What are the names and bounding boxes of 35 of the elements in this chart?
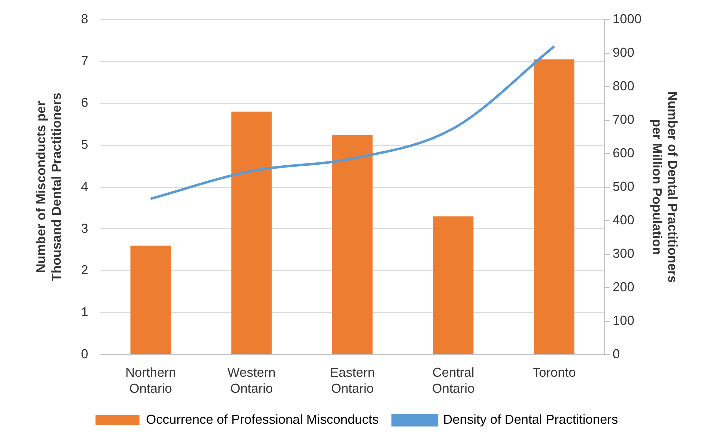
y2-tick-label: 200 xyxy=(612,279,635,294)
y-axis-title: Number of Misconducts per Thousand Dental Practitioners xyxy=(33,93,64,282)
y2-tick-label: 900 xyxy=(612,44,635,60)
y2-tick-label: 600 xyxy=(612,145,635,160)
y-tick-label: 4 xyxy=(81,178,88,194)
y2-tick-label: 700 xyxy=(612,112,635,127)
y-tick-label: 3 xyxy=(81,220,88,236)
bar xyxy=(130,246,172,354)
y2-tick-label: 0 xyxy=(612,346,620,362)
y-tick-label: 2 xyxy=(81,262,88,278)
x-tick-label: Northern Ontario xyxy=(126,365,176,396)
bar xyxy=(433,216,474,354)
x-tick-label: Western Ontario xyxy=(228,365,276,396)
y-tick-label: 1 xyxy=(81,304,88,320)
y-tick-label: 0 xyxy=(81,346,88,362)
y2-tick-label: 400 xyxy=(612,212,635,228)
y2-tick-label: 1000 xyxy=(612,11,642,26)
y-tick-label: 7 xyxy=(81,53,88,68)
y2-tick-label: 300 xyxy=(612,246,635,261)
x-tick-label: Eastern Ontario xyxy=(330,365,376,396)
legend-label: Density of Dental Practitioners xyxy=(443,412,619,428)
line-series xyxy=(150,45,556,200)
x-tick-label: Central Ontario xyxy=(432,365,475,396)
y2-tick-label: 100 xyxy=(612,312,635,328)
y-tick-label: 5 xyxy=(81,137,88,152)
y-tick-label: 8 xyxy=(81,11,88,26)
y2-tick-label: 500 xyxy=(612,178,635,194)
y2-tick-label: 800 xyxy=(612,78,635,94)
bar xyxy=(534,60,575,354)
y-tick-label: 6 xyxy=(81,95,88,110)
bar xyxy=(332,134,373,354)
legend-label: Occurrence of Professional Misconducts xyxy=(146,412,380,428)
x-tick-label: Toronto xyxy=(532,365,576,380)
y2-axis-title: Number of Dental Practitioners per Million Population xyxy=(650,92,681,284)
bar xyxy=(232,112,272,354)
